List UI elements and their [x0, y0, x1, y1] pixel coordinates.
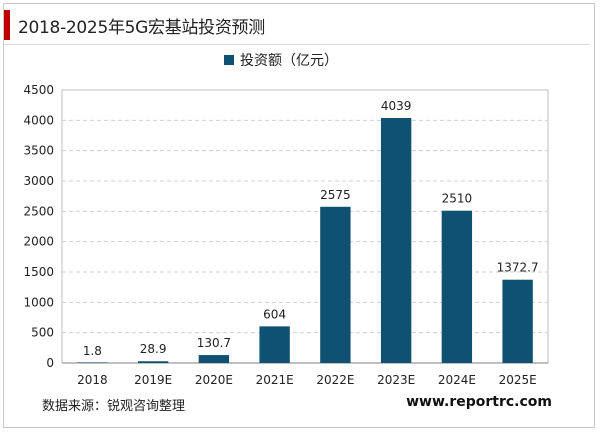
data-label: 1.8 [83, 344, 102, 358]
bar [137, 361, 169, 363]
data-source: 数据来源：锐观咨询整理 [42, 399, 186, 414]
y-tick-label: 2000 [23, 235, 54, 249]
x-tick-label: 2021E [256, 373, 294, 387]
y-tick-label: 4000 [23, 113, 54, 127]
legend-swatch [224, 55, 234, 65]
plot-area-border [61, 89, 549, 364]
x-tick-label: 2024E [438, 373, 476, 387]
x-tick-label: 2019E [134, 373, 172, 387]
y-tick-label: 2500 [23, 204, 54, 218]
data-label: 4039 [381, 99, 412, 113]
bar [77, 362, 108, 363]
chart-title: 2018-2025年5G宏基站投资预测 [18, 18, 265, 38]
data-label: 2575 [320, 188, 351, 202]
title-accent-bar [4, 10, 10, 40]
y-tick-label: 500 [31, 326, 54, 340]
x-tick-label: 2025E [499, 373, 537, 387]
data-label: 1372.7 [497, 261, 539, 275]
data-label: 28.9 [140, 342, 167, 356]
title-divider [4, 44, 590, 45]
y-tick-label: 4500 [23, 83, 54, 97]
data-label: 130.7 [197, 336, 231, 350]
x-tick-label: 2023E [377, 373, 415, 387]
y-tick-label: 3500 [23, 144, 54, 158]
bar [441, 210, 473, 363]
y-tick-label: 0 [46, 356, 54, 370]
bar [320, 206, 351, 363]
legend-label: 投资额（亿元） [240, 53, 338, 69]
x-tick-label: 2020E [195, 373, 233, 387]
bar [198, 355, 230, 363]
bar [502, 279, 533, 363]
data-label: 2510 [442, 192, 473, 206]
x-tick-label: 2022E [316, 373, 354, 387]
data-label: 604 [263, 307, 286, 321]
x-tick-label: 2018 [77, 373, 108, 387]
bar [259, 326, 290, 363]
chart-frame [3, 3, 595, 428]
bar [380, 117, 412, 363]
y-tick-label: 3000 [23, 174, 54, 188]
website-url: www.reportrc.com [406, 394, 552, 410]
y-tick-label: 1000 [23, 295, 54, 309]
y-tick-label: 1500 [23, 265, 54, 279]
